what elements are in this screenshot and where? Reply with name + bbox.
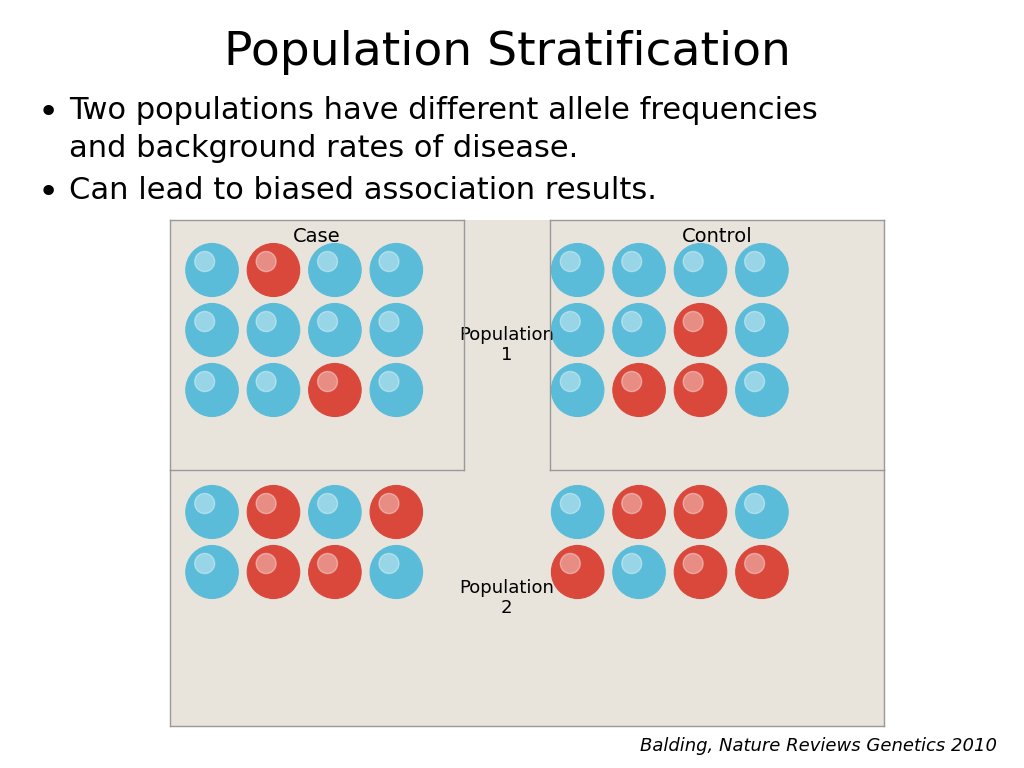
Circle shape [317,554,338,574]
Circle shape [195,554,215,574]
Circle shape [185,243,239,296]
Circle shape [379,251,399,272]
Circle shape [612,303,666,356]
Circle shape [195,251,215,272]
Circle shape [317,312,338,332]
Circle shape [308,363,361,416]
Circle shape [735,485,788,538]
Text: Balding, Nature Reviews Genetics 2010: Balding, Nature Reviews Genetics 2010 [640,737,996,755]
Circle shape [612,243,666,296]
Circle shape [744,494,765,514]
Circle shape [560,554,581,574]
Circle shape [622,312,642,332]
Circle shape [256,372,276,392]
Circle shape [560,494,581,514]
Circle shape [195,494,215,514]
Circle shape [379,494,399,514]
Circle shape [612,363,666,416]
Circle shape [683,312,703,332]
Circle shape [308,545,361,598]
Circle shape [247,545,300,598]
Circle shape [185,485,239,538]
Circle shape [185,363,239,416]
Text: Two populations have different allele frequencies
and background rates of diseas: Two populations have different allele fr… [70,96,818,164]
Circle shape [674,545,727,598]
Circle shape [247,303,300,356]
Text: •: • [38,96,59,130]
Circle shape [674,243,727,296]
Circle shape [551,485,604,538]
Circle shape [317,494,338,514]
Circle shape [551,303,604,356]
Circle shape [370,485,423,538]
Circle shape [674,485,727,538]
Text: Population
1: Population 1 [460,326,554,364]
Circle shape [560,251,581,272]
Circle shape [247,363,300,416]
Circle shape [622,494,642,514]
Circle shape [379,372,399,392]
Circle shape [744,554,765,574]
Circle shape [185,303,239,356]
Circle shape [308,303,361,356]
FancyBboxPatch shape [170,220,884,726]
Text: Can lead to biased association results.: Can lead to biased association results. [70,176,657,205]
Circle shape [247,243,300,296]
Circle shape [735,303,788,356]
Circle shape [612,485,666,538]
Circle shape [674,303,727,356]
Text: Population
2: Population 2 [460,578,554,617]
Circle shape [308,485,361,538]
Circle shape [683,251,703,272]
Circle shape [551,363,604,416]
Circle shape [683,372,703,392]
Circle shape [256,251,276,272]
Circle shape [379,312,399,332]
Circle shape [185,545,239,598]
Text: •: • [38,176,59,210]
Circle shape [370,303,423,356]
Circle shape [195,312,215,332]
Circle shape [370,545,423,598]
Circle shape [560,312,581,332]
Circle shape [744,312,765,332]
Circle shape [370,363,423,416]
Circle shape [379,554,399,574]
Circle shape [551,545,604,598]
Circle shape [370,243,423,296]
Circle shape [735,363,788,416]
Circle shape [256,312,276,332]
Circle shape [195,372,215,392]
Circle shape [622,372,642,392]
Circle shape [683,554,703,574]
Text: Control: Control [682,227,753,246]
Circle shape [256,554,276,574]
Circle shape [744,251,765,272]
Circle shape [622,554,642,574]
Circle shape [256,494,276,514]
Circle shape [744,372,765,392]
Circle shape [560,372,581,392]
Circle shape [674,363,727,416]
Circle shape [622,251,642,272]
Circle shape [735,243,788,296]
Circle shape [247,485,300,538]
Circle shape [735,545,788,598]
Text: Population Stratification: Population Stratification [224,30,791,75]
Circle shape [612,545,666,598]
Circle shape [683,494,703,514]
Circle shape [317,251,338,272]
Text: Case: Case [293,227,341,246]
Circle shape [308,243,361,296]
Circle shape [551,243,604,296]
Circle shape [317,372,338,392]
